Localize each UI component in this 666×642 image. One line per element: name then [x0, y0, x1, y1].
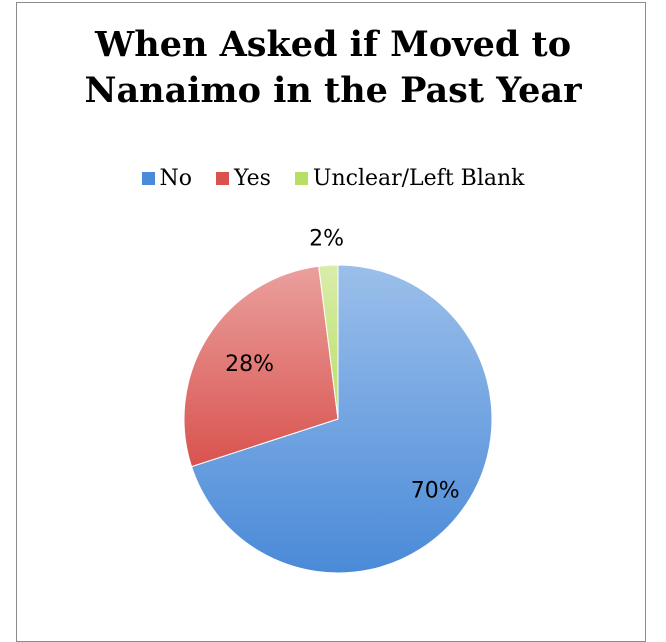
- pie-slice-no: [190, 264, 493, 574]
- data-label-yes: 28%: [225, 352, 274, 377]
- chart-title-line-1: When Asked if Moved to: [94, 24, 572, 65]
- legend-label-yes: Yes: [234, 166, 271, 191]
- pie-slice-unclear: [318, 264, 339, 420]
- data-label-unclear: 2%: [309, 227, 344, 252]
- chart-title: When Asked if Moved to Nanaimo in the Pa…: [0, 22, 666, 114]
- data-label-no: 70%: [411, 479, 460, 504]
- legend-swatch-yes: [216, 172, 229, 185]
- legend-label-no: No: [159, 166, 193, 191]
- pie-chart: 70% 28% 2%: [183, 227, 493, 574]
- legend-swatch-unclear: [294, 172, 308, 185]
- chart-title-line-2: Nanaimo in the Past Year: [84, 70, 582, 111]
- chart-legend: No Yes Unclear/Left Blank: [0, 166, 666, 191]
- legend-item-no: No: [141, 166, 193, 191]
- legend-item-unclear: Unclear/Left Blank: [294, 166, 525, 191]
- pie-slice-yes: [183, 265, 339, 468]
- legend-swatch-no: [141, 172, 155, 185]
- legend-item-yes: Yes: [216, 166, 271, 191]
- pie-data-labels: 70% 28% 2%: [225, 227, 460, 504]
- pie-slices: [183, 264, 493, 574]
- legend-label-unclear: Unclear/Left Blank: [312, 166, 525, 191]
